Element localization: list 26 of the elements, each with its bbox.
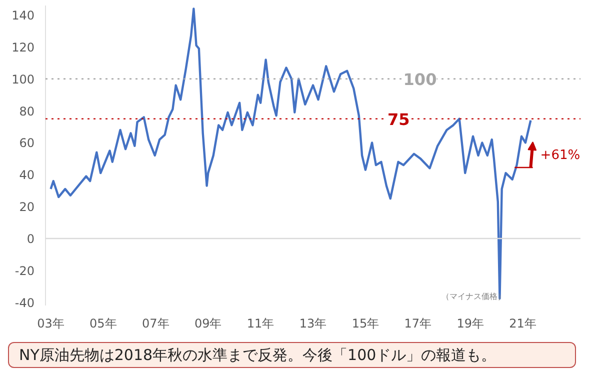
ref-line-label: 75: [387, 110, 410, 129]
annotation: +61%: [540, 148, 580, 163]
x-tick-label: 07年: [142, 316, 170, 330]
y-tick-label: -40: [14, 296, 35, 310]
x-tick-label: 05年: [90, 316, 117, 330]
y-tick-label: 140: [12, 8, 34, 23]
y-tick-label: 40: [19, 168, 35, 182]
annotation: （マイナス価格）: [442, 292, 506, 301]
y-tick-label: 60: [19, 136, 35, 150]
x-tick-label: 17年: [404, 316, 432, 330]
y-tick-label: 0: [26, 232, 35, 246]
x-tick-label: 15年: [352, 316, 380, 330]
y-tick-label: 80: [19, 104, 35, 118]
line-series: [50, 8, 532, 300]
y-tick-label: 20: [19, 200, 35, 214]
x-tick-label: 19年: [456, 316, 484, 330]
x-tick-label: 21年: [509, 316, 536, 330]
y-tick-label: 120: [12, 40, 34, 54]
y-tick-label: -20: [14, 264, 35, 278]
x-tick-label: 03年: [37, 316, 64, 330]
x-tick-label: 09年: [194, 316, 222, 330]
x-tick-label: 11年: [246, 316, 274, 330]
text: NY原油先物は2018年秋の水準まで反発。今後「100ドル」の報道も。: [19, 346, 496, 364]
ref-line-label: 100: [403, 70, 437, 89]
x-tick-label: 13年: [299, 316, 327, 330]
y-tick-label: 100: [12, 72, 34, 86]
